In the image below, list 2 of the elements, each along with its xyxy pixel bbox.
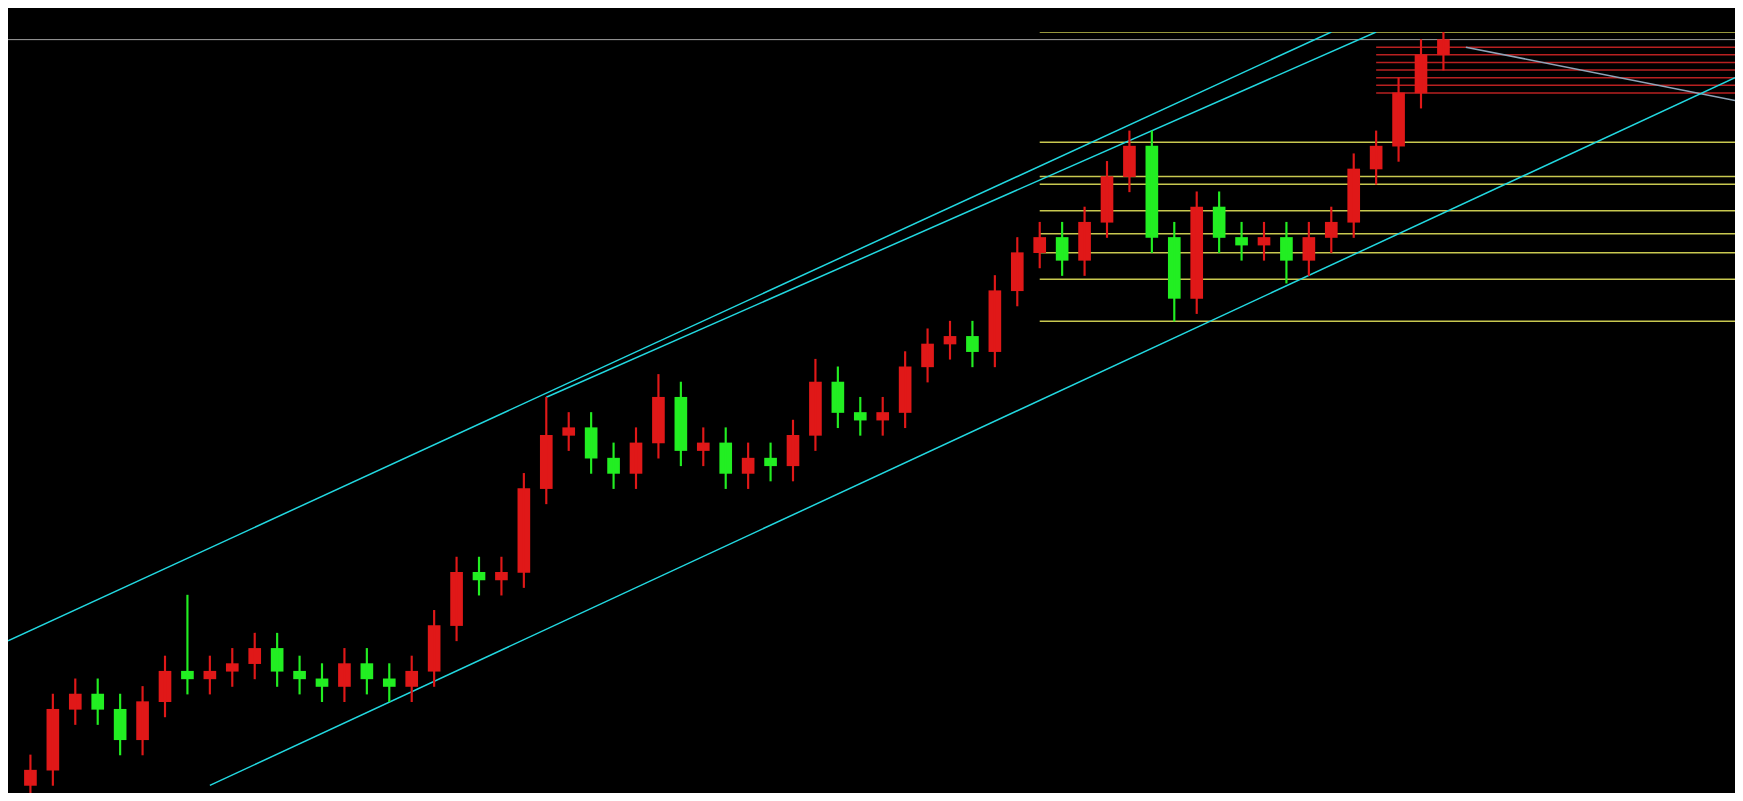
candlestick — [225, 648, 239, 687]
candlestick — [562, 412, 576, 451]
